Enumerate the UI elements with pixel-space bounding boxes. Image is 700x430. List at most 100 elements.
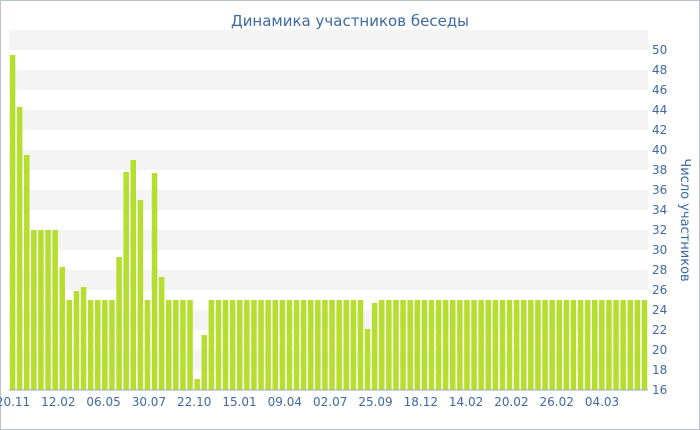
bar[interactable]: [464, 300, 470, 390]
bar[interactable]: [59, 267, 66, 390]
bar[interactable]: [641, 300, 648, 390]
bar[interactable]: [343, 300, 350, 390]
bar[interactable]: [421, 300, 428, 390]
bar[interactable]: [322, 300, 328, 390]
bar[interactable]: [627, 300, 634, 390]
bar[interactable]: [556, 300, 563, 390]
bar[interactable]: [45, 230, 51, 390]
bar[interactable]: [450, 300, 456, 390]
bar[interactable]: [513, 300, 520, 390]
bar[interactable]: [613, 300, 619, 390]
bar[interactable]: [87, 300, 94, 390]
bar[interactable]: [485, 300, 492, 390]
bar[interactable]: [166, 300, 172, 390]
bar[interactable]: [357, 300, 364, 390]
bar[interactable]: [315, 300, 321, 390]
bar[interactable]: [31, 230, 37, 390]
bar[interactable]: [606, 300, 612, 390]
bar[interactable]: [258, 300, 264, 390]
bar[interactable]: [570, 300, 577, 390]
y-axis-label: Число участников: [677, 158, 692, 281]
bar[interactable]: [194, 379, 200, 390]
bar[interactable]: [528, 300, 534, 390]
bar[interactable]: [620, 300, 626, 390]
bar[interactable]: [137, 200, 144, 390]
bar[interactable]: [66, 300, 73, 390]
bar[interactable]: [151, 173, 158, 390]
bar[interactable]: [201, 335, 208, 390]
bar[interactable]: [9, 55, 16, 390]
bar[interactable]: [173, 300, 179, 390]
bar[interactable]: [80, 287, 87, 390]
x-tick-label: 18.12: [404, 395, 438, 409]
bar[interactable]: [592, 300, 598, 390]
bar[interactable]: [24, 155, 30, 390]
bar[interactable]: [577, 300, 584, 390]
bar[interactable]: [379, 300, 385, 390]
bar[interactable]: [364, 329, 371, 390]
bar[interactable]: [109, 300, 115, 390]
y-axis: 16 18 20 22 24 26 28 30 32 34 36 38 40 42 44 46 48 50: [652, 43, 667, 397]
bar[interactable]: [521, 300, 527, 390]
bar[interactable]: [371, 303, 378, 390]
bar[interactable]: [208, 300, 215, 390]
background-bands: [9, 30, 648, 370]
bar[interactable]: [386, 300, 392, 390]
bar[interactable]: [222, 300, 229, 390]
bar[interactable]: [506, 300, 513, 390]
bar[interactable]: [130, 160, 137, 390]
bar[interactable]: [407, 300, 413, 390]
bar[interactable]: [286, 300, 293, 390]
y-tick-label: 28: [652, 263, 667, 277]
bar[interactable]: [428, 300, 435, 390]
bar[interactable]: [272, 300, 279, 390]
bar[interactable]: [102, 300, 108, 390]
bar[interactable]: [229, 300, 236, 390]
bar[interactable]: [180, 300, 186, 390]
bar[interactable]: [563, 300, 570, 390]
x-tick-label: 25.09: [358, 395, 392, 409]
y-tick-label: 40: [652, 143, 667, 157]
bar[interactable]: [329, 300, 335, 390]
bar[interactable]: [542, 300, 548, 390]
bar[interactable]: [435, 300, 442, 390]
bar[interactable]: [336, 300, 342, 390]
bar[interactable]: [535, 300, 541, 390]
bar[interactable]: [492, 300, 499, 390]
bar[interactable]: [308, 300, 314, 390]
bar[interactable]: [350, 300, 357, 390]
bar[interactable]: [38, 230, 44, 390]
bar[interactable]: [549, 300, 555, 390]
bar[interactable]: [442, 300, 449, 390]
x-tick-label: 22.10: [177, 395, 211, 409]
bar[interactable]: [237, 300, 243, 390]
bar[interactable]: [457, 300, 463, 390]
bar[interactable]: [265, 300, 271, 390]
bar[interactable]: [95, 300, 101, 390]
bar[interactable]: [478, 300, 484, 390]
bar[interactable]: [279, 300, 286, 390]
bar[interactable]: [471, 300, 477, 390]
bar[interactable]: [293, 300, 300, 390]
bar[interactable]: [634, 300, 641, 390]
y-tick-label: 30: [652, 243, 667, 257]
bar[interactable]: [584, 300, 591, 390]
bar[interactable]: [52, 230, 58, 390]
bar[interactable]: [400, 300, 406, 390]
bar[interactable]: [251, 300, 257, 390]
bar[interactable]: [300, 300, 307, 390]
bar[interactable]: [187, 300, 193, 390]
bar[interactable]: [414, 300, 421, 390]
bar[interactable]: [393, 300, 399, 390]
bar[interactable]: [158, 277, 165, 390]
bar[interactable]: [16, 107, 23, 390]
bar[interactable]: [144, 300, 151, 390]
bar[interactable]: [73, 291, 80, 390]
bar[interactable]: [116, 257, 122, 390]
bar[interactable]: [123, 172, 129, 390]
bar[interactable]: [244, 300, 250, 390]
bar[interactable]: [499, 300, 506, 390]
bar[interactable]: [599, 300, 605, 390]
bar[interactable]: [215, 300, 222, 390]
grid-band: [9, 150, 648, 170]
